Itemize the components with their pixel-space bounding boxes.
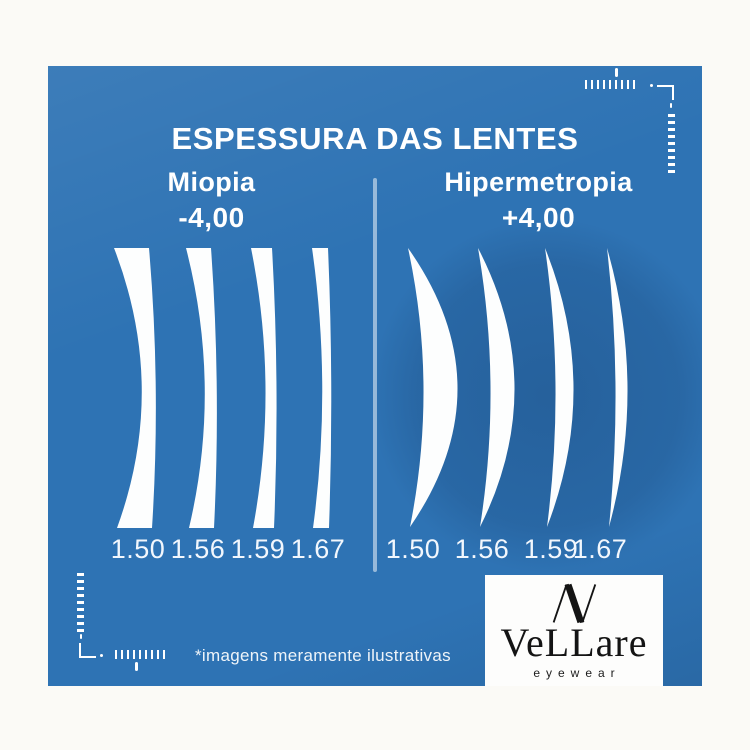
index-label: 1.56 (170, 534, 226, 564)
index-label: 1.59 (230, 534, 286, 564)
corner-bracket-bottom-left-icon (79, 643, 96, 658)
bracket-dot-top-right (650, 84, 653, 87)
ruler-pointer-top-right (615, 68, 618, 77)
brand-logo-box: VeLLare eyewear (485, 575, 663, 686)
bracket-dot-bottom-left (100, 654, 103, 657)
ruler-pointer-bottom-left (135, 662, 138, 671)
lens-miopia-167 (312, 248, 332, 528)
lens-hipermetropia-150 (408, 248, 458, 527)
lens-hipermetropia-167 (607, 248, 628, 527)
section-divider (373, 178, 377, 572)
brand-name: VeLLare (500, 620, 648, 665)
ruler-dashes-bottom-left (77, 573, 84, 632)
index-label: 1.56 (454, 534, 510, 564)
lens-miopia-150 (114, 248, 156, 528)
disclaimer-text: *imagens meramente ilustrativas (195, 646, 451, 665)
lens-miopia-159 (251, 248, 277, 528)
section-miopia: Miopia -4,00 (48, 167, 375, 234)
section-title-hipermetropia: Hipermetropia (444, 167, 633, 197)
section-power-miopia: -4,00 (178, 202, 245, 233)
index-label: 1.67 (290, 534, 346, 564)
ruler-ticks-top-right (585, 80, 635, 89)
section-power-hipermetropia: +4,00 (501, 202, 576, 233)
index-label: 1.67 (572, 534, 628, 564)
section-hipermetropia: Hipermetropia +4,00 (375, 167, 702, 234)
bracket-tick-bottom-left (80, 634, 82, 639)
section-title-miopia: Miopia (167, 167, 256, 197)
index-label: 1.50 (110, 534, 166, 564)
page-title: ESPESSURA DAS LENTES (171, 120, 579, 156)
ruler-ticks-bottom-left (115, 650, 165, 659)
vellare-monogram-icon (552, 583, 597, 624)
index-label: 1.50 (385, 534, 441, 564)
lens-hipermetropia-159 (545, 248, 574, 527)
index-label: 1.59 (523, 534, 579, 564)
lens-miopia-156 (186, 248, 217, 528)
lens-hipermetropia-156 (478, 248, 515, 527)
brand-tagline: eyewear (533, 665, 621, 680)
lens-thickness-panel: ESPESSURA DAS LENTES Miopia -4,00 Hiperm… (48, 66, 702, 686)
bracket-tick-top-right (670, 103, 672, 108)
ruler-dashes-top-right (668, 114, 675, 173)
corner-bracket-top-right-icon (657, 85, 674, 100)
lens-shapes (114, 248, 628, 528)
